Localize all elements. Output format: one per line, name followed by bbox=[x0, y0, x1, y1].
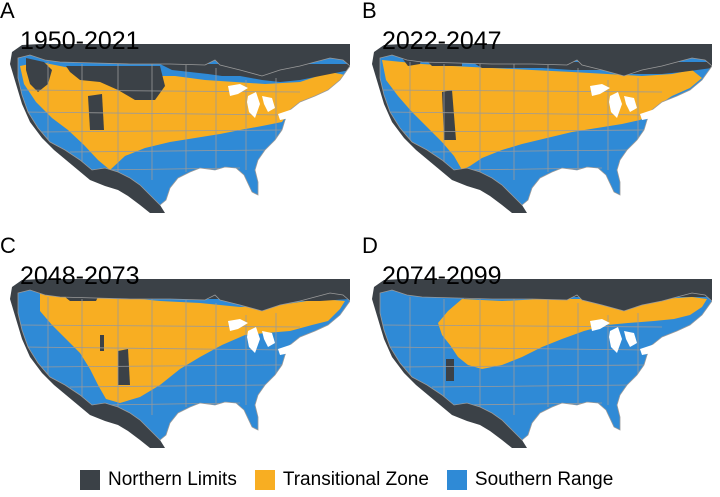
panel-years: 1950-2021 bbox=[20, 27, 140, 55]
panel-a: A 1950-2021 bbox=[0, 0, 350, 215]
great-lake bbox=[228, 319, 248, 331]
legend-swatch bbox=[80, 470, 100, 490]
northern-limits-patch bbox=[66, 66, 165, 100]
state-border bbox=[431, 384, 633, 388]
great-lake bbox=[247, 92, 260, 118]
great-lake bbox=[228, 84, 248, 96]
legend-item-southern-range: Southern Range bbox=[446, 469, 614, 491]
great-lake bbox=[609, 327, 622, 353]
state-border bbox=[401, 129, 645, 133]
state-border bbox=[461, 402, 603, 406]
legend-swatch bbox=[254, 470, 275, 490]
state-border bbox=[19, 324, 301, 328]
great-lake bbox=[262, 331, 275, 347]
panel-years: 2048-2073 bbox=[20, 262, 140, 290]
state-border bbox=[39, 364, 283, 368]
state-border bbox=[39, 129, 283, 133]
country-border bbox=[17, 289, 350, 441]
transitional-zone-region bbox=[20, 62, 345, 170]
panel-letter: C bbox=[0, 233, 16, 258]
legend-label: Northern Limits bbox=[108, 469, 237, 490]
legend: Northern Limits Transitional Zone Southe… bbox=[80, 468, 631, 492]
legend-label: Southern Range bbox=[474, 469, 614, 490]
transitional-zone-region bbox=[382, 60, 702, 170]
panel-d: D 2074-2099 bbox=[362, 235, 712, 450]
state-border bbox=[381, 324, 663, 328]
panel-c: C 2048-2073 bbox=[0, 235, 350, 450]
panel-letter: B bbox=[362, 0, 377, 23]
northern-limits-patch bbox=[118, 349, 130, 385]
great-lake bbox=[662, 333, 684, 343]
panel-years: 2022-2047 bbox=[382, 27, 502, 55]
transitional-zone-region bbox=[40, 293, 345, 403]
country-border bbox=[379, 289, 712, 441]
country-border bbox=[17, 54, 350, 206]
state-border bbox=[19, 89, 301, 93]
state-border bbox=[99, 402, 241, 406]
great-lake bbox=[590, 84, 610, 96]
country-border bbox=[379, 54, 712, 206]
great-lake bbox=[609, 92, 622, 118]
panel-letter: A bbox=[0, 0, 15, 23]
northern-limits-patch bbox=[442, 90, 456, 140]
great-lake bbox=[278, 343, 304, 355]
panel-years: 2074-2099 bbox=[382, 262, 502, 290]
state-border bbox=[385, 111, 648, 116]
map-a bbox=[10, 44, 350, 213]
great-lake bbox=[300, 333, 322, 343]
great-lake bbox=[662, 98, 684, 108]
state-border bbox=[69, 149, 271, 153]
panel-letter: D bbox=[362, 233, 378, 258]
legend-item-transitional-zone: Transitional Zone bbox=[254, 469, 429, 491]
great-lake bbox=[590, 319, 610, 331]
great-lake bbox=[624, 331, 637, 347]
state-border bbox=[23, 111, 286, 116]
map-b bbox=[372, 44, 712, 213]
great-lake bbox=[262, 96, 275, 112]
great-lake bbox=[640, 343, 666, 355]
state-border bbox=[381, 89, 663, 93]
northern-limits-patch bbox=[446, 359, 454, 381]
legend-item-northern-limits: Northern Limits bbox=[80, 469, 237, 491]
state-border bbox=[23, 346, 286, 351]
northern-limits-patch bbox=[88, 94, 104, 130]
great-lake bbox=[300, 98, 322, 108]
state-border bbox=[69, 384, 271, 388]
northern-limits-patch bbox=[100, 335, 104, 351]
state-border bbox=[461, 167, 603, 171]
legend-label: Transitional Zone bbox=[282, 469, 429, 490]
great-lake bbox=[278, 108, 304, 120]
legend-swatch bbox=[446, 470, 467, 490]
great-lake bbox=[247, 327, 260, 353]
great-lake bbox=[640, 108, 666, 120]
state-border bbox=[385, 346, 648, 351]
panel-b: B 2022-2047 bbox=[362, 0, 712, 215]
state-border bbox=[401, 364, 645, 368]
great-lake bbox=[624, 96, 637, 112]
state-border bbox=[99, 167, 241, 171]
map-c bbox=[10, 279, 350, 448]
transitional-zone-region bbox=[438, 297, 707, 369]
state-border bbox=[431, 149, 633, 153]
northern-limits-patch bbox=[26, 58, 52, 92]
map-d bbox=[372, 279, 712, 448]
